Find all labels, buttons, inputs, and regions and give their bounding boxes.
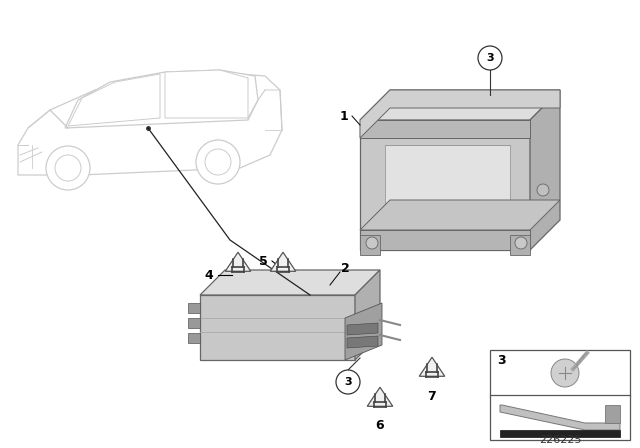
Polygon shape bbox=[355, 270, 380, 360]
Text: 2: 2 bbox=[340, 262, 349, 275]
Text: 4: 4 bbox=[204, 268, 213, 281]
Circle shape bbox=[537, 184, 549, 196]
Polygon shape bbox=[188, 303, 200, 313]
Circle shape bbox=[55, 155, 81, 181]
Polygon shape bbox=[360, 120, 530, 250]
Polygon shape bbox=[360, 90, 560, 120]
Circle shape bbox=[515, 237, 527, 249]
Polygon shape bbox=[200, 295, 355, 360]
Polygon shape bbox=[225, 252, 251, 271]
Polygon shape bbox=[360, 120, 530, 138]
Text: 3: 3 bbox=[486, 53, 494, 63]
Polygon shape bbox=[68, 74, 160, 126]
Polygon shape bbox=[347, 323, 378, 335]
Polygon shape bbox=[345, 303, 382, 360]
Text: 3: 3 bbox=[344, 377, 352, 387]
Polygon shape bbox=[65, 70, 258, 128]
Polygon shape bbox=[360, 200, 560, 230]
Circle shape bbox=[196, 140, 240, 184]
Bar bbox=[500, 430, 620, 437]
Text: 6: 6 bbox=[376, 418, 384, 431]
Polygon shape bbox=[347, 336, 378, 348]
Circle shape bbox=[366, 237, 378, 249]
Polygon shape bbox=[270, 252, 296, 271]
Polygon shape bbox=[360, 235, 380, 255]
Text: 5: 5 bbox=[259, 254, 268, 267]
Text: 1: 1 bbox=[339, 109, 348, 122]
Text: 226225: 226225 bbox=[539, 435, 581, 445]
Circle shape bbox=[205, 149, 231, 175]
Circle shape bbox=[551, 359, 579, 387]
Polygon shape bbox=[188, 333, 200, 343]
Bar bbox=[490, 350, 630, 440]
Polygon shape bbox=[510, 235, 530, 255]
Polygon shape bbox=[419, 357, 445, 376]
Polygon shape bbox=[360, 230, 530, 250]
Circle shape bbox=[336, 370, 360, 394]
Polygon shape bbox=[18, 72, 282, 175]
Text: 7: 7 bbox=[428, 389, 436, 402]
Text: 3: 3 bbox=[498, 353, 506, 366]
Polygon shape bbox=[165, 70, 248, 118]
Polygon shape bbox=[367, 387, 393, 406]
Polygon shape bbox=[385, 145, 510, 220]
Polygon shape bbox=[200, 270, 380, 295]
Polygon shape bbox=[188, 318, 200, 328]
Polygon shape bbox=[360, 90, 560, 138]
Polygon shape bbox=[500, 405, 620, 430]
Circle shape bbox=[46, 146, 90, 190]
Circle shape bbox=[478, 46, 502, 70]
Polygon shape bbox=[605, 405, 620, 423]
Polygon shape bbox=[530, 90, 560, 250]
